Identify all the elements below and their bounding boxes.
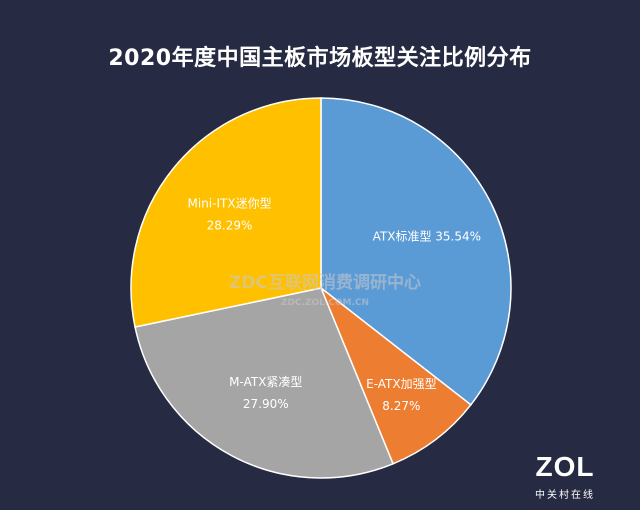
pie-slice: [320, 97, 512, 406]
slice-percent-label: 8.27%: [382, 399, 420, 413]
watermark-sub: ZDC.ZOL.COM.CN: [280, 298, 370, 308]
slice-label: M-ATX紧凑型: [229, 375, 302, 389]
zol-logo-subtitle: 中关村在线: [535, 490, 595, 501]
zol-logo: ZOL: [535, 451, 595, 482]
chart-title: 2020年度中国主板市场板型关注比例分布: [108, 46, 532, 71]
slice-label: E-ATX加强型: [366, 377, 436, 391]
pie-slice: [130, 97, 322, 328]
watermark-main: ZDC互联网消费调研中心: [229, 273, 421, 293]
slice-label: Mini-ITX迷你型: [188, 197, 272, 211]
slice-percent-label: 27.90%: [243, 397, 289, 411]
pie-slice: [134, 287, 395, 479]
slice-percent-label: 28.29%: [207, 219, 253, 233]
pie-slice: [319, 285, 472, 465]
slice-label: ATX标准型 35.54%: [373, 229, 481, 243]
